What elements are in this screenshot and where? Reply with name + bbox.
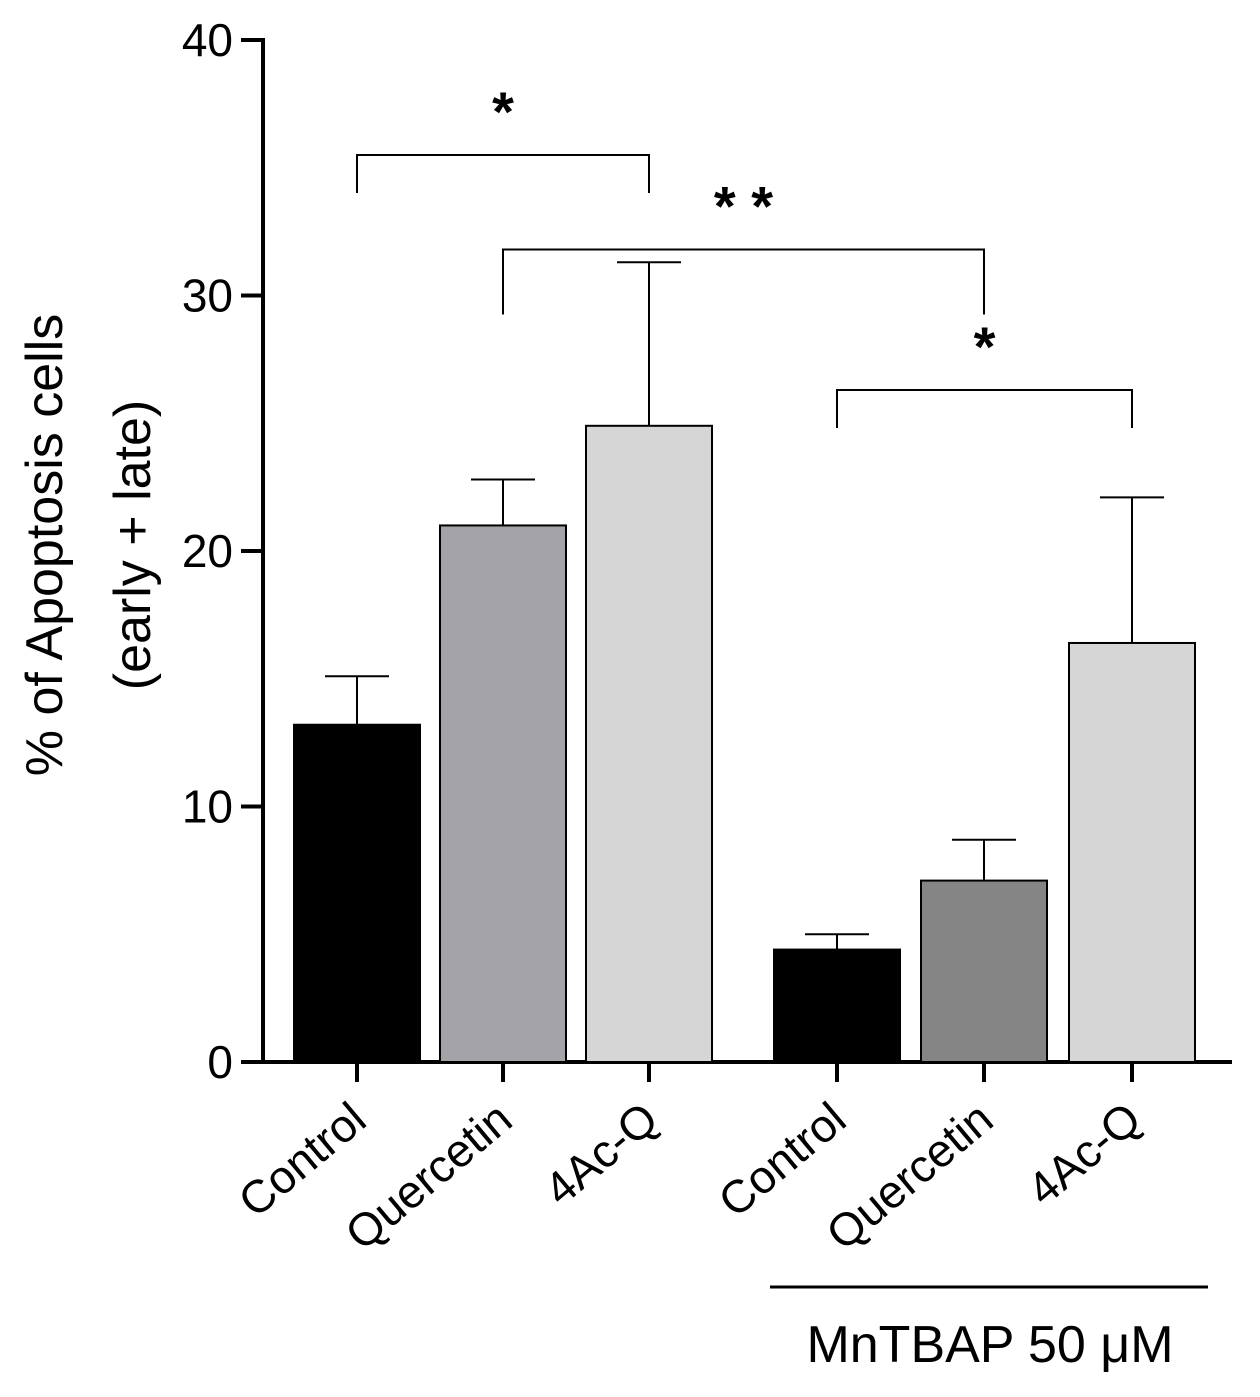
x-category-label: Quercetin bbox=[816, 1092, 1002, 1260]
y-tick-label: 20 bbox=[182, 525, 233, 577]
bar-2 bbox=[439, 524, 567, 1063]
bar-1 bbox=[293, 723, 421, 1063]
significance-brackets: * * * * bbox=[356, 80, 1133, 429]
bar-4 bbox=[773, 948, 901, 1064]
y-tick-label: 40 bbox=[182, 14, 233, 66]
group-label: MnTBAP 50 μM bbox=[806, 1316, 1173, 1374]
bar-5 bbox=[920, 879, 1048, 1063]
error-bars bbox=[325, 261, 1164, 950]
x-category-label: 4Ac-Q bbox=[534, 1092, 667, 1216]
significance-marker: * bbox=[492, 80, 514, 143]
x-category-label: 4Ac-Q bbox=[1017, 1092, 1150, 1216]
significance-bracket bbox=[836, 389, 1133, 429]
y-ticks: 0 10 20 30 40 bbox=[182, 14, 263, 1088]
bars bbox=[293, 424, 1196, 1064]
x-category-label: Quercetin bbox=[335, 1092, 521, 1260]
group-annotation: MnTBAP 50 μM bbox=[770, 1285, 1208, 1374]
y-axis-title-line2: (early + late) bbox=[104, 400, 162, 690]
bar-6 bbox=[1068, 641, 1196, 1063]
significance-bracket bbox=[502, 248, 985, 315]
y-axis-title-line1: % of Apoptosis cells bbox=[16, 314, 74, 776]
y-tick-label: 10 bbox=[182, 781, 233, 833]
bar-3 bbox=[585, 424, 713, 1063]
y-tick-label: 0 bbox=[207, 1036, 233, 1088]
significance-marker: * * bbox=[714, 175, 773, 238]
y-tick-label: 30 bbox=[182, 270, 233, 322]
significance-marker: * bbox=[974, 315, 996, 378]
significance-bracket bbox=[356, 153, 650, 193]
